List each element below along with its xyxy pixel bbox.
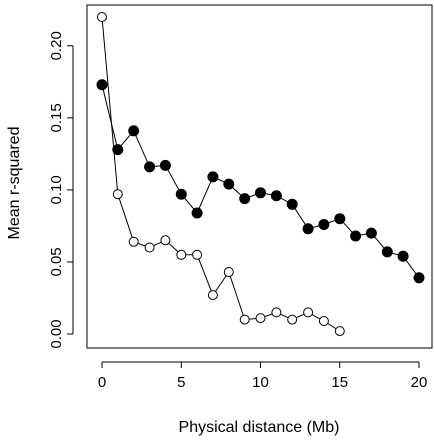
series-1-point (144, 161, 156, 173)
series-2-point (112, 189, 123, 200)
x-tick-label: 0 (98, 374, 106, 391)
series-layer (96, 12, 425, 337)
series-2-point (318, 316, 329, 326)
series-2-point (223, 267, 234, 277)
series-1-point (175, 188, 187, 200)
series-1-point (191, 207, 203, 219)
series-1-point (302, 223, 314, 235)
series-1-point (334, 213, 346, 225)
series-2-line (101, 16, 341, 332)
axes: 0 5 10 15 20 0.00 0.05 0.10 0.15 0.20 (48, 4, 433, 391)
series-1-point (223, 178, 235, 190)
series-2-point (303, 307, 314, 318)
y-tick-label: 0.00 (48, 319, 65, 348)
series-1-point (397, 250, 409, 262)
series-1-point (112, 144, 124, 156)
x-tick-label: 20 (411, 374, 428, 391)
x-tick-label: 5 (177, 374, 185, 391)
series-2-point (192, 249, 203, 260)
y-axis-title: Mean r-squared (6, 127, 23, 240)
x-axis-title: Physical distance (Mb) (179, 419, 340, 436)
series-2-point (239, 314, 250, 325)
series-1-point (413, 272, 425, 284)
series-1-point (255, 187, 266, 199)
y-tick-label: 0.10 (48, 175, 65, 204)
series-2-point (334, 326, 345, 337)
series-1-point (350, 230, 362, 242)
series-2-point (271, 307, 282, 318)
series-1-point (239, 193, 251, 205)
y-tick-label: 0.20 (48, 31, 65, 60)
series-1-point (270, 190, 282, 202)
series-1-point (159, 159, 171, 171)
series-2-point (128, 236, 139, 247)
series-2-point (97, 12, 107, 22)
series-1-point (207, 171, 219, 183)
series-1-point (365, 227, 377, 239)
series-2-point (176, 249, 187, 260)
series-2-point (207, 290, 218, 301)
series-2-point (144, 242, 155, 253)
plot-frame (86, 4, 433, 349)
series-2-point (287, 314, 298, 325)
series-1-point (96, 79, 108, 91)
series-1-point (286, 198, 298, 210)
y-tick-label: 0.15 (48, 103, 65, 132)
x-tick-label: 15 (331, 374, 348, 391)
series-1-point (381, 246, 393, 258)
series-1-point (128, 125, 140, 137)
series-2-point (255, 313, 266, 324)
series-1-point (318, 219, 330, 230)
y-tick-label: 0.05 (48, 247, 65, 276)
x-tick-label: 10 (252, 374, 269, 391)
series-2-point (160, 235, 171, 246)
